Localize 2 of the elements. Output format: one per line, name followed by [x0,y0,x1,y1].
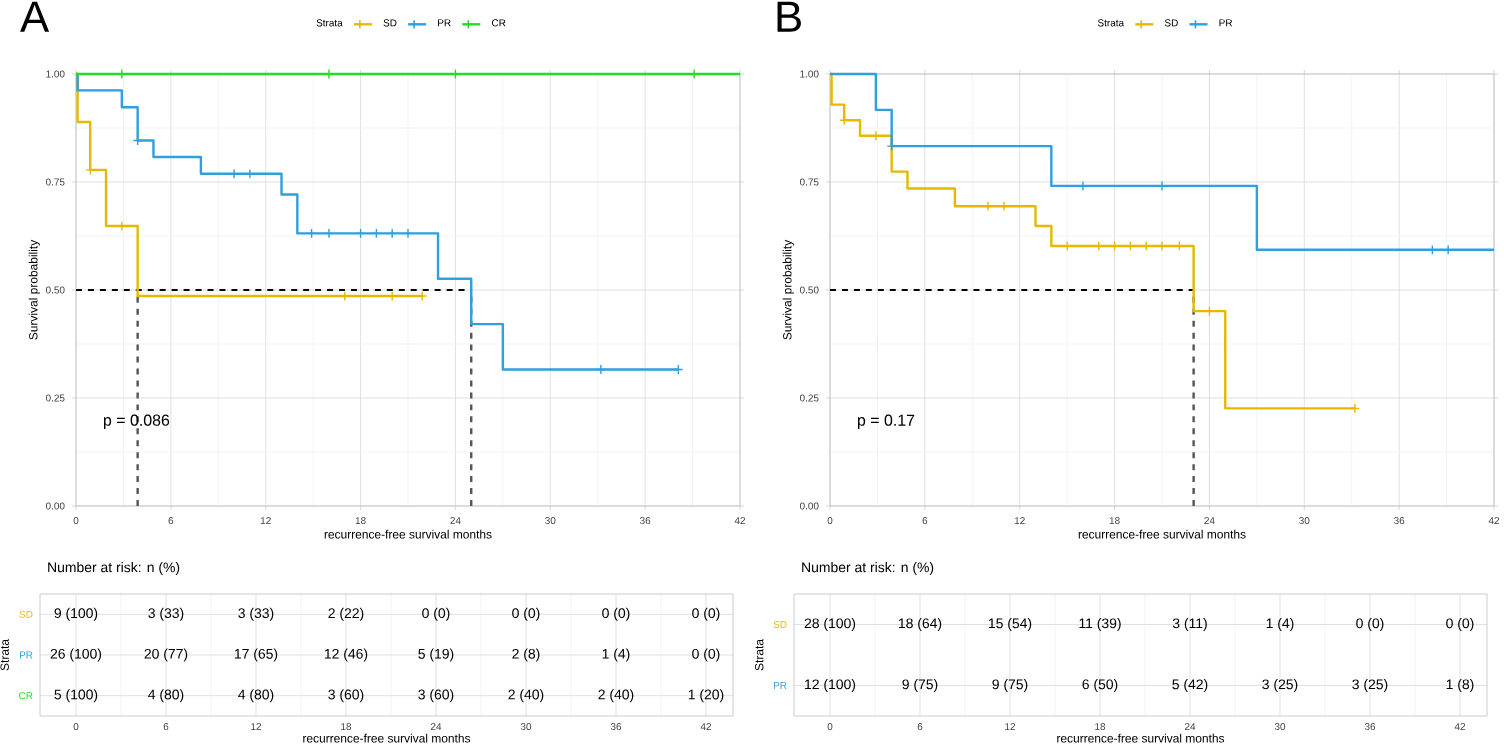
chart-title: B [777,1,801,32]
chart-title: A [20,1,50,32]
